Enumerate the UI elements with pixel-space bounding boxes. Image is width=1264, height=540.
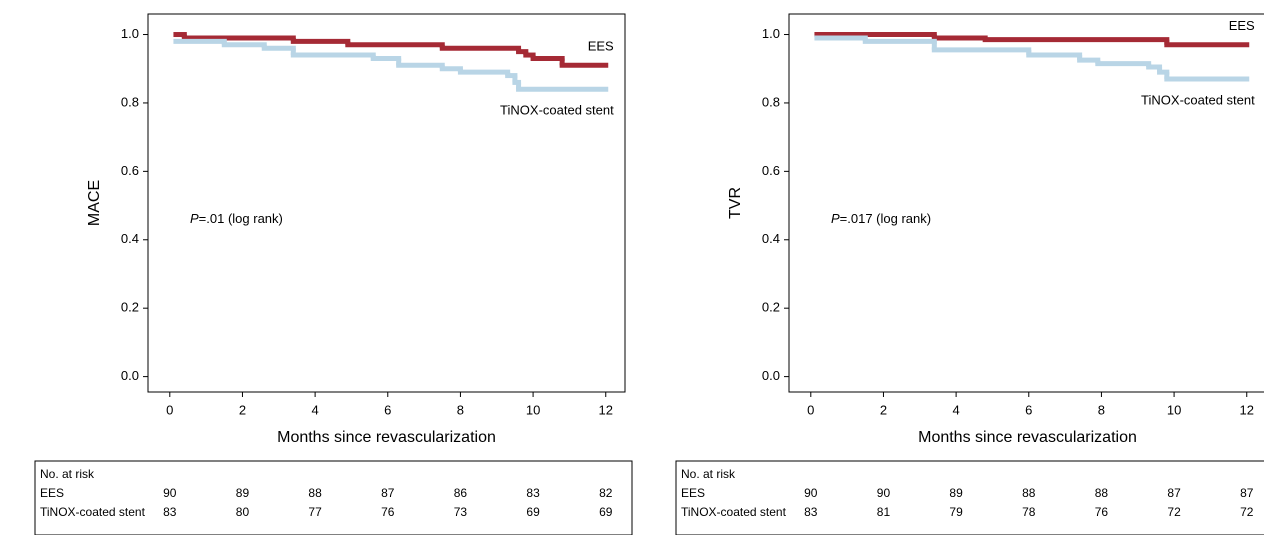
annotation-text: =.01 (log rank): [199, 211, 283, 226]
risk-count: 87: [1167, 486, 1181, 500]
annotation-italic: P: [190, 211, 199, 226]
risk-count: 76: [1095, 505, 1109, 519]
risk-count: 83: [526, 486, 540, 500]
y-tick-label: 0.6: [121, 163, 139, 178]
annotation: P=.01 (log rank): [190, 211, 283, 226]
risk-count: 81: [877, 505, 891, 519]
y-tick-label: 0.2: [762, 300, 780, 315]
risk-count: 83: [804, 505, 818, 519]
x-tick-label: 0: [807, 402, 814, 417]
y-tick-label: 1.0: [121, 26, 139, 41]
x-tick-label: 2: [239, 402, 246, 417]
x-tick-label: 10: [1167, 402, 1181, 417]
chart: 0.0 0.2 0.4 0.6 0.8 1.0 0 2 4 6 8 10 12 MACE Months si…: [34, 13, 633, 536]
risk-table-title: No. at risk: [681, 467, 736, 481]
x-tick-label: 4: [311, 402, 318, 417]
x-tick-label: 6: [1025, 402, 1032, 417]
y-tick-label: 0.2: [121, 300, 139, 315]
risk-row-label: EES: [40, 486, 64, 500]
risk-count: 78: [1022, 505, 1036, 519]
risk-count: 86: [454, 486, 468, 500]
x-tick-label: 10: [526, 402, 540, 417]
y-tick-label: 0.0: [121, 368, 139, 383]
x-tick-label: 8: [457, 402, 464, 417]
plot-frame: [147, 13, 626, 393]
risk-count: 77: [308, 505, 322, 519]
y-tick-label: 0.4: [121, 231, 139, 246]
risk-count: 79: [949, 505, 963, 519]
x-axis-label: Months since revascularization: [918, 429, 1137, 446]
y-axis-label: MACE: [86, 180, 103, 226]
risk-count: 69: [599, 505, 613, 519]
x-tick-label: 4: [952, 402, 959, 417]
plot-frame: [788, 13, 1264, 393]
risk-count: 73: [454, 505, 468, 519]
risk-count: 69: [526, 505, 540, 519]
risk-count: 80: [236, 505, 250, 519]
risk-count: 87: [381, 486, 395, 500]
risk-count: 76: [381, 505, 395, 519]
chart: 0.0 0.2 0.4 0.6 0.8 1.0 0 2 4 6 8 10 12 TVR Months sin…: [675, 13, 1264, 536]
y-tick-label: 0.8: [762, 94, 780, 109]
risk-count: 90: [163, 486, 177, 500]
risk-count: 82: [599, 486, 613, 500]
x-tick-label: 12: [1240, 402, 1254, 417]
annotation-text: =.017 (log rank): [840, 211, 931, 226]
risk-count: 72: [1240, 505, 1254, 519]
annotation-italic: P: [831, 211, 840, 226]
risk-table-frame: [34, 460, 633, 536]
x-tick-label: 6: [384, 402, 391, 417]
risk-count: 90: [877, 486, 891, 500]
y-axis-label: TVR: [727, 187, 744, 219]
risk-count: 89: [949, 486, 963, 500]
series-label: EES: [1229, 18, 1255, 33]
risk-count: 83: [163, 505, 177, 519]
risk-table-title: No. at risk: [40, 467, 95, 481]
y-tick-label: 1.0: [762, 26, 780, 41]
y-tick-label: 0.4: [762, 231, 780, 246]
x-axis-label: Months since revascularization: [277, 429, 496, 446]
risk-count: 89: [236, 486, 250, 500]
annotation: P=.017 (log rank): [831, 211, 931, 226]
y-tick-label: 0.8: [121, 94, 139, 109]
risk-count: 88: [1022, 486, 1036, 500]
x-tick-label: 0: [166, 402, 173, 417]
risk-count: 88: [308, 486, 322, 500]
risk-row-label: TiNOX-coated stent: [681, 505, 787, 519]
risk-count: 88: [1095, 486, 1109, 500]
series-label: EES: [588, 39, 614, 54]
x-tick-label: 2: [880, 402, 887, 417]
risk-count: 72: [1167, 505, 1181, 519]
series-label: TiNOX-coated stent: [1141, 92, 1255, 107]
risk-count: 87: [1240, 486, 1254, 500]
series-label: TiNOX-coated stent: [500, 103, 614, 118]
x-tick-label: 8: [1098, 402, 1105, 417]
y-tick-label: 0.6: [762, 163, 780, 178]
risk-count: 90: [804, 486, 818, 500]
risk-row-label: TiNOX-coated stent: [40, 505, 146, 519]
x-tick-label: 12: [599, 402, 613, 417]
risk-row-label: EES: [681, 486, 705, 500]
y-tick-label: 0.0: [762, 368, 780, 383]
